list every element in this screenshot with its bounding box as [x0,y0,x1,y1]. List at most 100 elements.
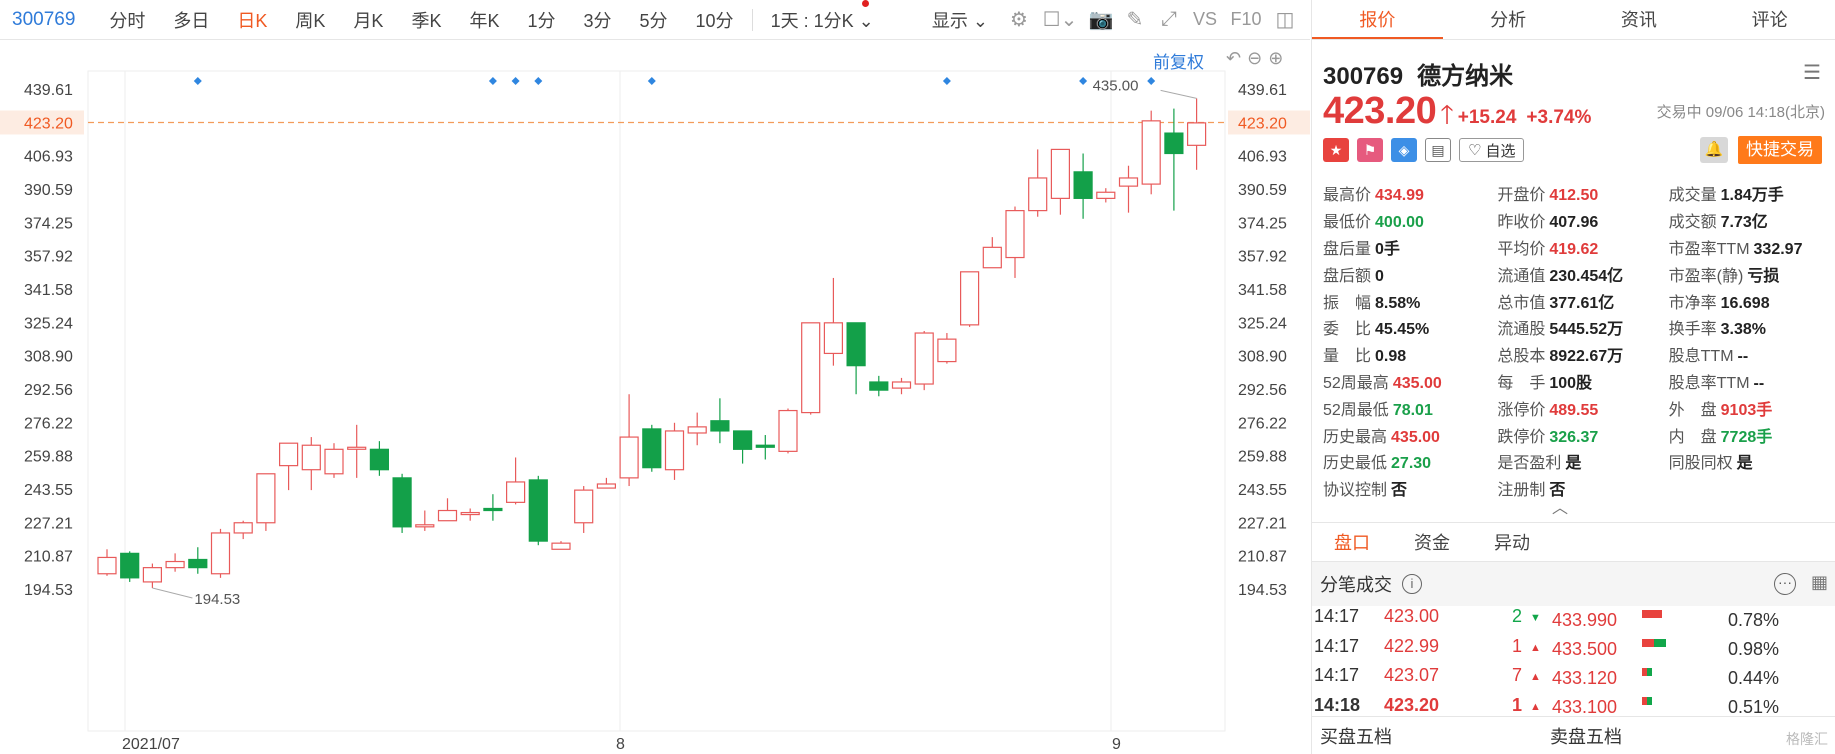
stat-label: 昨收价 [1497,214,1546,232]
stat-label: 总市值 [1497,294,1546,312]
period-tab[interactable]: 多日 [173,10,210,31]
stats-row: 协议控制否注册制否 [1323,475,1828,502]
period-tab[interactable]: 分时 [109,10,146,31]
period-tab[interactable]: 10分 [695,10,734,31]
stats-cell: 外 盘 9103手 [1669,396,1828,420]
zoom-out-icon[interactable]: ⊖ [1247,48,1263,68]
candle-body [937,338,957,363]
period-tab[interactable]: 日K [237,10,268,31]
period-tab[interactable]: 5分 [639,10,668,31]
stat-value: 7728手 [1720,428,1773,446]
kline-chart[interactable]: 439.61 439.61 423.20 423.20 406.93 406.93 390.… [0,41,1310,754]
sidebar-toggle-icon[interactable]: ◫ [1275,9,1295,31]
stats-cell: 最低价 400.00 [1323,208,1497,232]
f10-button[interactable]: F10 [1230,9,1262,29]
orderbook-subtab[interactable]: 盘口 [1334,533,1370,553]
period-tabs: 分时 多日 日K 周K 月K 季K 年K 1分 3分 5分 10分 [95,7,747,33]
stat-label: 涨停价 [1497,401,1546,419]
period-tab[interactable]: 月K [353,10,384,31]
document-icon[interactable]: ▤ [1425,138,1451,162]
panel-tab[interactable]: 分析 [1490,10,1527,30]
y-tick-label-right: 308.90 [1238,349,1287,366]
panel-tab[interactable]: 资讯 [1620,10,1657,30]
event-marker-icon [193,77,202,85]
quick-trade-button[interactable]: 快捷交易 [1738,136,1822,164]
display-menu[interactable]: 显示 ⌄ [931,10,988,31]
orderbook-subtab[interactable]: 资金 [1414,533,1450,553]
tick-price: 423.07 [1384,665,1440,685]
tick-volume: 7 [1512,665,1523,685]
stats-cell: 内 盘 7728手 [1669,423,1828,447]
min-label-leader [152,587,193,599]
y-tick-label-right: 439.61 [1238,82,1287,99]
china-flag-icon[interactable]: ★ [1323,138,1349,162]
sell-five-label[interactable]: 卖盘五档 [1550,726,1622,747]
vs-compare-button[interactable]: VS [1192,9,1217,29]
panel-tab[interactable]: 评论 [1751,10,1788,30]
panel-tab[interactable]: 报价 [1312,0,1443,39]
orderbook-subtab[interactable]: 异动 [1494,533,1530,553]
stat-value: 100股 [1549,374,1593,392]
max-price-label: 435.00 [1093,77,1139,94]
camera-icon[interactable]: 📷 [1088,9,1114,31]
stat-label: 流通值 [1497,267,1546,285]
candle-body [869,381,889,391]
period-tab[interactable]: 季K [411,10,442,31]
toolbar-divider [751,8,753,31]
stats-cell: 成交额 7.73亿 [1669,208,1828,232]
pencil-draw-icon[interactable]: ✎ [1126,9,1144,31]
stats-cell [1669,479,1828,497]
menu-list-icon[interactable]: ☰ [1803,62,1821,84]
info-icon[interactable]: i [1402,574,1422,594]
toolbar-right-group: 显示 ⌄ ⚙ ☐⌄ 📷 ✎ ⤢ VS F10 ◫ [918,5,1302,35]
add-favorite-button[interactable]: ♡ 自选 [1459,138,1525,162]
stats-row: 盘后额 0 流通值 230.454亿 市盈率(静) 亏损 [1323,260,1828,287]
y-tick-label-right: 243.55 [1238,482,1287,499]
activity-icon[interactable]: ⚑ [1357,138,1383,162]
y-tick-label-right: 341.58 [1238,282,1287,299]
stat-value: 9103手 [1720,401,1773,419]
book-ask-bar [1642,697,1647,705]
period-tab[interactable]: 1分 [527,10,556,31]
y-tick-label-left: 406.93 [24,149,73,166]
zoom-in-icon[interactable]: ⊕ [1268,48,1284,68]
fullscreen-icon[interactable]: ⤢ [1161,8,1177,30]
period-tab[interactable]: 年K [469,10,500,31]
stats-cell: 历史最高 435.00 [1323,423,1497,447]
interval-select[interactable]: 1天 : 1分K ⌄ [770,10,874,31]
candle-body [642,428,662,469]
tag-icon[interactable]: ◈ [1391,138,1417,162]
buy-five-label[interactable]: 买盘五档 [1320,726,1392,747]
more-options-icon[interactable]: ··· [1774,573,1796,595]
y-tick-label-right: 259.88 [1238,449,1287,466]
event-marker-icon [647,77,656,85]
period-tab[interactable]: 3分 [583,10,612,31]
settings-gear-icon[interactable]: ⚙ [1010,9,1028,31]
stat-label: 总股本 [1497,348,1546,366]
book-level-row: 433.990 0.78% [1542,606,1822,635]
period-tab[interactable]: 周K [295,10,326,31]
candle-body [778,409,798,452]
y-tick-label-right: 390.59 [1238,182,1287,199]
candle-body [755,444,775,448]
stat-value: 412.50 [1549,187,1599,205]
undo-icon[interactable]: ↶ [1226,48,1242,68]
book-price: 433.990 [1552,610,1618,630]
min-price-label: 194.53 [194,591,240,608]
adjust-type-button[interactable]: 前复权 [1153,53,1204,72]
tick-row: 14:17 423.00 2 ▼ [1312,606,1542,636]
stats-cell: 开盘价 412.50 [1497,181,1668,205]
grid-layout-icon[interactable]: ▦ [1810,572,1828,592]
stat-label: 协议控制 [1323,482,1388,500]
candle-body [233,522,253,534]
stat-label: 内 盘 [1668,428,1717,446]
stock-code: 300769 [1323,63,1404,90]
bell-alert-icon[interactable]: 🔔 [1700,137,1728,163]
candle-body [1118,177,1139,187]
collapse-chevron-icon[interactable]: ︿ [1552,500,1569,517]
square-select-icon[interactable]: ☐⌄ [1042,9,1078,31]
toolbar-stock-code[interactable]: 300769 [12,8,76,30]
bottom-labels: 买盘五档 卖盘五档 格隆汇 [1312,716,1835,754]
stat-value: 1.84万手 [1720,187,1784,205]
y-tick-label-right: 210.87 [1238,549,1287,566]
